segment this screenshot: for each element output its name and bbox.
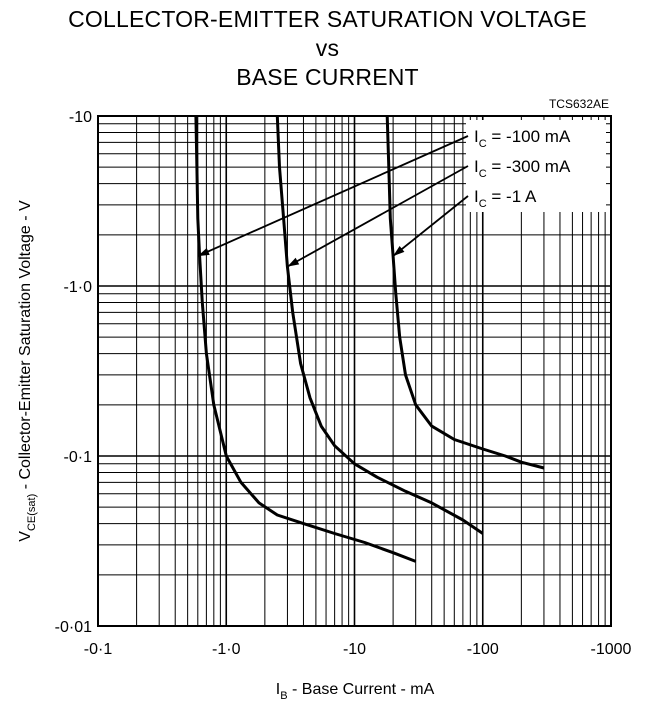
x-axis-label-sub: B — [280, 690, 287, 702]
figure-code: TCS632AE — [549, 97, 609, 111]
y-axis-label-rest: - Collector-Emitter Saturation Voltage -… — [17, 200, 34, 494]
x-tick-label: -1000 — [591, 641, 632, 658]
chart-title-line-1: COLLECTOR-EMITTER SATURATION VOLTAGE — [68, 6, 587, 32]
annotation-arrow-head — [197, 248, 210, 257]
legend-entry-sub: C — [479, 198, 487, 210]
legend-entry-rest: = -100 mA — [487, 127, 571, 146]
x-tick-labels: -0·1 -1·0 -10 -100 -1000 — [84, 641, 632, 658]
y-axis-label: VCE(sat) - Collector-Emitter Saturation … — [17, 200, 38, 542]
y-tick-label: -1·0 — [64, 279, 93, 296]
y-axis-label-sub: CE(sat) — [26, 494, 38, 531]
chart-title-line-2: vs — [315, 35, 340, 61]
y-tick-label: -0·01 — [55, 619, 92, 636]
annotation-arrows — [197, 135, 469, 268]
x-tick-label: -100 — [467, 641, 499, 658]
x-tick-label: -1·0 — [212, 641, 241, 658]
x-tick-label: -0·1 — [84, 641, 113, 658]
legend-entry: IC = -100 mA — [474, 127, 571, 150]
legend-entry: IC = -300 mA — [474, 157, 571, 180]
annotation-arrow-head — [393, 246, 405, 257]
series-line — [194, 115, 417, 563]
legend-entry-main: I — [474, 187, 479, 206]
series-curves — [194, 115, 545, 563]
annotation-arrow-head — [287, 257, 300, 267]
legend-entry: IC = -1 A — [474, 187, 537, 210]
legend-entry-rest: = -300 mA — [487, 157, 571, 176]
legend-background — [466, 120, 606, 212]
legend-entry-main: I — [474, 157, 479, 176]
annotation-arrow-line — [197, 135, 469, 257]
legend-entry-main: I — [474, 127, 479, 146]
y-tick-label: -0·1 — [64, 449, 93, 466]
legend-entry-sub: C — [479, 168, 487, 180]
chart-title-line-3: BASE CURRENT — [236, 64, 419, 90]
y-tick-label: -10 — [69, 109, 92, 126]
annotation-arrow-line — [287, 165, 469, 268]
legend-entry-sub: C — [479, 138, 487, 150]
y-tick-labels: -0·01 -0·1 -1·0 -10 — [55, 109, 92, 636]
annotation-arrow-line — [392, 195, 469, 257]
x-tick-label: -10 — [343, 641, 366, 658]
plot-frame — [97, 115, 612, 627]
series-line — [275, 115, 484, 535]
series-line — [385, 115, 545, 470]
x-axis-label: IB - Base Current - mA — [276, 681, 435, 702]
y-axis-label-main: V — [17, 531, 34, 542]
x-axis-label-rest: - Base Current - mA — [288, 681, 435, 698]
x-axis-label-main: I — [276, 681, 280, 698]
legend-entry-rest: = -1 A — [487, 187, 537, 206]
